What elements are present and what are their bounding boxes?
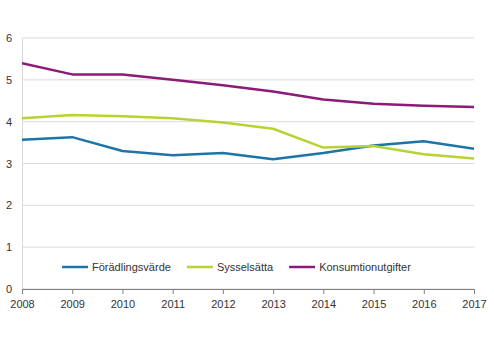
legend-swatch — [62, 266, 88, 269]
legend-item: Sysselsätta — [187, 261, 274, 273]
grid-line — [22, 163, 474, 164]
series-line — [22, 63, 474, 107]
y-tick-label: 6 — [6, 32, 12, 44]
legend-label: Förädlingsvärde — [92, 261, 171, 273]
x-tick-mark — [122, 289, 123, 294]
x-axis: 2008 2009 2010 2011 2012 2013 2014 2015 2016 2017 — [10, 289, 486, 310]
x-tick-label: 2015 — [362, 298, 386, 310]
x-tick-label: 2016 — [412, 298, 436, 310]
x-tick-label: 2009 — [60, 298, 84, 310]
y-tick-label: 0 — [6, 283, 12, 295]
y-tick: 1 — [6, 241, 22, 253]
y-tick: 0 — [6, 283, 22, 295]
x-tick-mark — [22, 289, 23, 294]
x-tick-label: 2013 — [261, 298, 285, 310]
chart: 0123456200820092010201120122013201420152… — [0, 0, 494, 343]
x-tick-mark — [273, 289, 274, 294]
legend-label: Sysselsätta — [217, 261, 274, 273]
x-tick: 2015 — [362, 289, 386, 310]
x-tick-label: 2011 — [161, 298, 185, 310]
grid-line — [22, 38, 474, 39]
legend-item: Förädlingsvärde — [62, 261, 171, 273]
y-axis-line — [22, 39, 23, 290]
y-axis: 0 1 2 3 4 5 6 — [6, 32, 23, 295]
legend: Förädlingsvärde Sysselsätta Konsumtionutgi… — [62, 261, 411, 273]
x-tick-mark — [424, 289, 425, 294]
series-line — [22, 115, 474, 159]
legend-swatch — [187, 266, 213, 269]
y-tick-label: 1 — [6, 241, 12, 253]
y-tick: 5 — [6, 74, 22, 86]
y-tick-label: 3 — [6, 158, 12, 170]
x-tick: 2011 — [161, 289, 185, 310]
y-tick: 6 — [6, 32, 22, 44]
series-line — [22, 137, 474, 159]
y-tick-label: 2 — [6, 199, 12, 211]
x-tick: 2016 — [412, 289, 436, 310]
grid-line — [22, 121, 474, 122]
grid — [22, 38, 474, 289]
y-tick: 4 — [6, 116, 22, 128]
x-tick: 2008 — [10, 289, 34, 310]
x-tick: 2010 — [111, 289, 135, 310]
grid-line — [22, 247, 474, 248]
x-tick-label: 2014 — [312, 298, 336, 310]
y-tick: 3 — [6, 158, 22, 170]
x-axis-line — [23, 290, 475, 295]
x-tick: 2012 — [211, 289, 235, 310]
x-tick-mark — [474, 289, 475, 294]
x-tick-mark — [223, 289, 224, 294]
lines — [22, 63, 474, 159]
x-tick: 2013 — [261, 289, 285, 310]
x-tick: 2017 — [462, 289, 486, 310]
legend-swatch — [289, 266, 315, 269]
x-tick: 2014 — [312, 289, 336, 310]
legend-item: Konsumtionutgifter — [289, 261, 411, 273]
x-tick-label: 2010 — [111, 298, 135, 310]
x-tick-mark — [72, 289, 73, 294]
grid-line — [22, 79, 474, 80]
y-tick-label: 5 — [6, 74, 12, 86]
grid-line — [22, 205, 474, 206]
y-tick: 2 — [6, 199, 22, 211]
x-tick-mark — [323, 289, 324, 294]
x-tick-label: 2017 — [462, 298, 486, 310]
legend-label: Konsumtionutgifter — [319, 261, 411, 273]
x-tick-label: 2012 — [211, 298, 235, 310]
x-tick-mark — [173, 289, 174, 294]
x-tick: 2009 — [60, 289, 84, 310]
y-tick-label: 4 — [6, 116, 12, 128]
x-tick-label: 2008 — [10, 298, 34, 310]
x-tick-mark — [374, 289, 375, 294]
